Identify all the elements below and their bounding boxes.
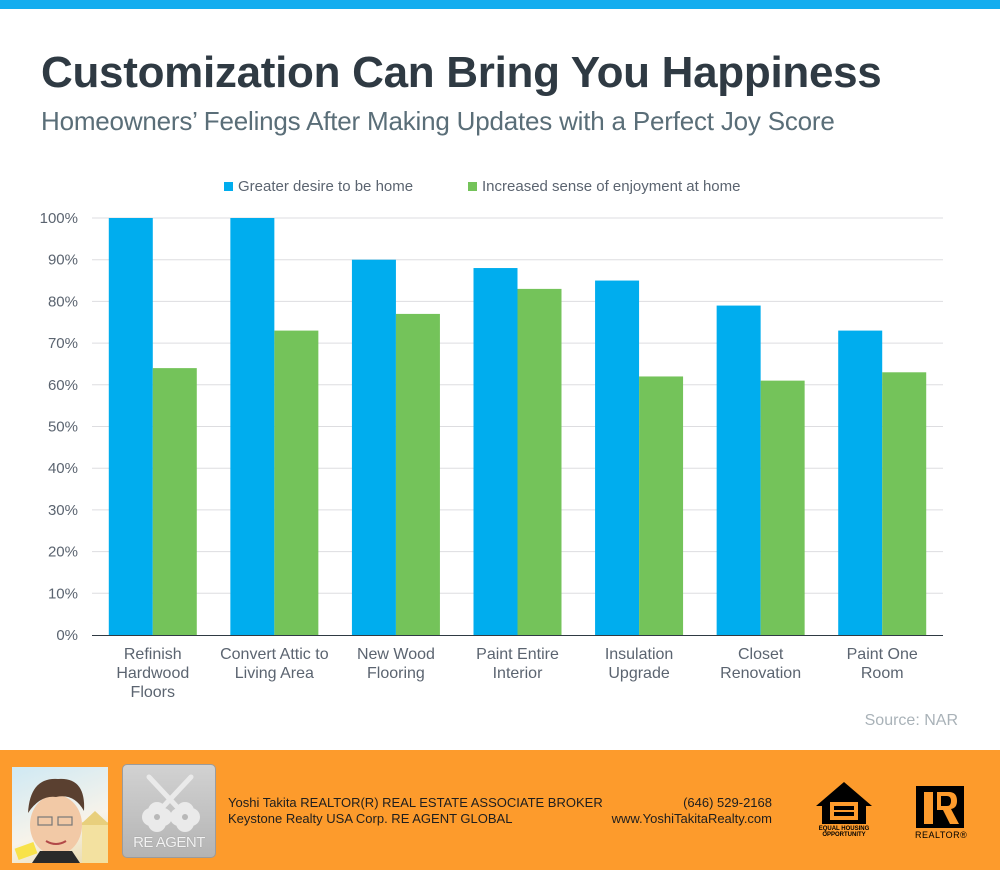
bar-series-1 bbox=[108, 218, 153, 635]
bar-series-1 bbox=[595, 280, 640, 635]
y-tick-label: 60% bbox=[48, 377, 78, 394]
y-tick-label: 70% bbox=[48, 335, 78, 352]
bar-series-1 bbox=[351, 259, 396, 635]
bar-series-1 bbox=[473, 268, 518, 635]
agent-caricature-icon bbox=[14, 778, 108, 863]
bar-series-1 bbox=[716, 305, 761, 635]
crossed-keys-icon bbox=[142, 774, 200, 832]
bar-chart: 0% 10% 20% 30% 40% 50% 60% 70% 80% 90% 100% bbox=[40, 210, 943, 644]
y-tick-label: 50% bbox=[48, 419, 78, 436]
y-tick-label: 20% bbox=[48, 544, 78, 561]
bar-series-2 bbox=[152, 368, 197, 635]
re-agent-logo: RE AGENT bbox=[122, 764, 216, 858]
bar-series-2 bbox=[274, 330, 319, 635]
bar-series-2 bbox=[517, 288, 562, 635]
legend-item-series-2: Increased sense of enjoyment at home bbox=[468, 178, 741, 195]
eho-line-2: OPPORTUNITY bbox=[822, 832, 866, 838]
realtor-r-icon bbox=[916, 786, 964, 828]
x-tick-label: Insulation Upgrade bbox=[604, 646, 674, 682]
bars bbox=[108, 218, 927, 635]
equal-housing-text: EQUAL HOUSING OPPORTUNITY bbox=[814, 826, 874, 838]
y-tick-label: 80% bbox=[48, 293, 78, 310]
equal-housing-house-icon bbox=[816, 782, 872, 824]
bar-series-2 bbox=[760, 380, 805, 635]
y-tick-label: 30% bbox=[48, 502, 78, 519]
equal-housing-logo: EQUAL HOUSING OPPORTUNITY bbox=[814, 780, 874, 842]
x-tick-label: Paint One Room bbox=[846, 646, 918, 682]
x-tick-label: Convert Attic to Living Area bbox=[220, 646, 329, 682]
y-tick-label: 100% bbox=[40, 210, 78, 227]
realtor-logo: REALTOR® bbox=[915, 786, 968, 842]
legend-label-series-1: Greater desire to be home bbox=[238, 178, 414, 195]
bar-series-2 bbox=[395, 313, 440, 635]
y-tick-label: 40% bbox=[48, 460, 78, 477]
y-tick-label: 90% bbox=[48, 252, 78, 269]
chart-title: Customization Can Bring You Happiness bbox=[41, 48, 882, 97]
x-tick-label: New Wood Flooring bbox=[356, 646, 435, 682]
agent-name-line: Yoshi Takita REALTOR(R) REAL ESTATE ASSO… bbox=[228, 795, 603, 810]
eho-line-1: EQUAL HOUSING bbox=[818, 826, 870, 832]
agent-phone[interactable]: (646) 529-2168 bbox=[683, 795, 772, 810]
legend-swatch-series-1 bbox=[224, 182, 233, 191]
legend-item-series-1: Greater desire to be home bbox=[224, 178, 413, 195]
legend-label-series-2: Increased sense of enjoyment at home bbox=[482, 178, 741, 195]
bar-series-2 bbox=[639, 376, 684, 635]
agent-company-line: Keystone Realty USA Corp. RE AGENT GLOBA… bbox=[228, 811, 513, 826]
x-tick-label: Closet Renovation bbox=[720, 646, 802, 682]
legend-swatch-series-2 bbox=[468, 182, 477, 191]
re-agent-logo-text: RE AGENT bbox=[133, 834, 205, 851]
x-tick-label: Refinish Hardwood Floors bbox=[116, 646, 190, 701]
source-note: Source: NAR bbox=[864, 712, 958, 729]
y-tick-label: 0% bbox=[56, 627, 78, 644]
realtor-text: REALTOR® bbox=[915, 830, 968, 840]
chart-subtitle: Homeowners’ Feelings After Making Update… bbox=[41, 106, 835, 136]
bar-series-1 bbox=[230, 218, 275, 635]
bar-series-1 bbox=[838, 330, 883, 635]
agent-photo bbox=[12, 767, 108, 863]
legend: Greater desire to be home Increased sens… bbox=[0, 178, 1000, 198]
top-accent-bar bbox=[0, 0, 1000, 9]
footer: RE AGENT Yoshi Takita REALTOR(R) REAL ES… bbox=[0, 750, 1000, 870]
y-axis-ticks: 0% 10% 20% 30% 40% 50% 60% 70% 80% 90% 100% bbox=[40, 210, 78, 644]
y-tick-label: 10% bbox=[48, 585, 78, 602]
agent-website-link[interactable]: www.YoshiTakitaRealty.com bbox=[611, 811, 772, 826]
x-tick-label: Paint Entire Interior bbox=[476, 646, 559, 682]
bar-series-2 bbox=[882, 372, 927, 635]
